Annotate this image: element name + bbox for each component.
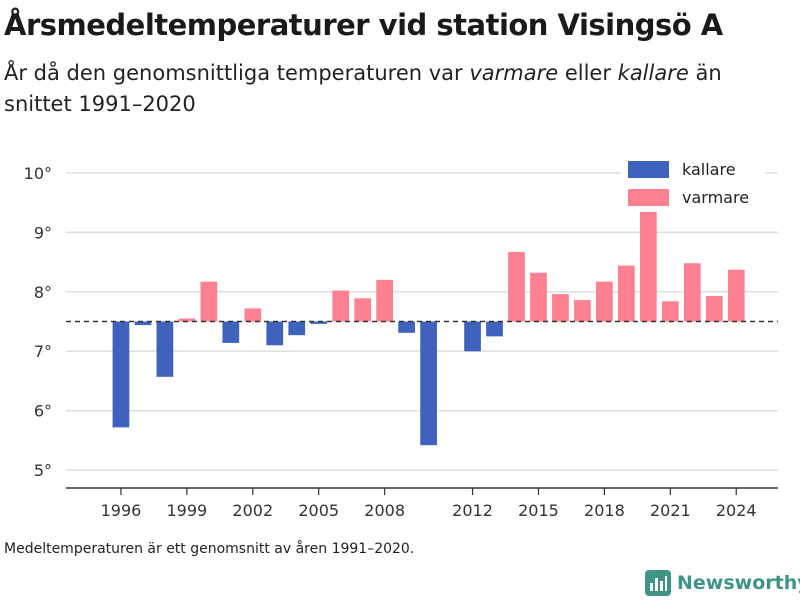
x-tick-label: 1999	[167, 501, 208, 520]
bar-varmare-2022	[683, 263, 701, 322]
bar-kallare-2009	[398, 321, 415, 333]
y-tick-labels: 5° 6° 7° 8° 9° 10°	[24, 164, 52, 480]
logo-text: Newsworthy	[677, 572, 800, 594]
x-axis: 1996 1999 2002 2005 2008 2012 2015 2018 2021 2024	[66, 487, 778, 520]
bar-varmare-2006	[332, 290, 350, 322]
subtitle-text-2: eller	[558, 61, 618, 85]
bar-varmare-2015	[530, 272, 547, 322]
bar-varmare-2021	[661, 301, 679, 322]
legend-swatch-varmare	[628, 188, 669, 206]
bar-varmare-2019	[618, 265, 635, 322]
bar-varmare-2016	[552, 294, 569, 322]
x-tick-label: 2018	[584, 501, 625, 520]
newsworthy-logo: Newsworthy	[645, 570, 800, 596]
bar-kallare-1997	[134, 321, 152, 326]
subtitle-cold-word: kallare	[617, 61, 689, 85]
bar-varmare-2002	[244, 308, 262, 322]
chart-title: Årsmedeltemperaturer vid station Visings…	[4, 8, 723, 42]
bar-chart-logo-icon	[645, 570, 671, 596]
legend: kallare varmare	[620, 155, 765, 212]
y-tick-label: 10°	[24, 164, 52, 183]
bar-varmare-2000	[200, 281, 218, 322]
legend-label-kallare: kallare	[682, 159, 736, 179]
bar-varmare-2023	[705, 295, 723, 322]
x-tick-label: 2021	[650, 501, 691, 520]
bar-varmare-2020	[639, 211, 657, 322]
subtitle-text-1: År då den genomsnittliga temperaturen va…	[4, 61, 470, 85]
bar-kallare-1996	[112, 321, 130, 428]
bar-varmare-2017	[574, 300, 591, 322]
x-tick-label: 2005	[298, 501, 339, 520]
bar-varmare-1999	[178, 318, 196, 322]
x-tick-label: 2002	[232, 501, 273, 520]
y-tick-label: 9°	[34, 223, 52, 242]
bar-varmare-2008	[376, 279, 393, 322]
legend-item-kallare: kallare	[628, 159, 736, 179]
y-tick-label: 7°	[34, 342, 52, 361]
bar-kallare-2013	[486, 321, 503, 337]
y-tick-label: 6°	[34, 402, 52, 421]
footnote: Medeltemperaturen är ett genomsnitt av å…	[4, 541, 415, 557]
legend-item-varmare: varmare	[628, 187, 749, 207]
bar-kallare-2005	[310, 321, 328, 324]
bars	[112, 211, 745, 446]
bar-varmare-2007	[354, 298, 372, 322]
bar-kallare-2012	[464, 321, 481, 352]
subtitle-warm-word: varmare	[469, 61, 559, 85]
bar-varmare-2024	[727, 269, 745, 322]
x-tick-label: 1996	[101, 501, 142, 520]
x-tick-label: 2012	[452, 501, 493, 520]
bar-kallare-2010	[420, 321, 437, 446]
x-tick-label: 2024	[716, 501, 757, 520]
x-tick-label: 2008	[364, 501, 405, 520]
chart-subtitle: År då den genomsnittliga temperaturen va…	[4, 58, 784, 120]
y-tick-label: 5°	[34, 461, 52, 480]
bar-kallare-2001	[222, 321, 240, 343]
x-tick-label: 2015	[518, 501, 559, 520]
subtitle-text-3: än snittet 1991–2020	[4, 61, 722, 116]
legend-label-varmare: varmare	[682, 187, 750, 207]
bar-kallare-2003	[266, 321, 284, 346]
bar-varmare-2014	[508, 251, 525, 322]
legend-swatch-kallare	[628, 160, 669, 178]
bar-kallare-1998	[156, 321, 174, 377]
y-tick-label: 8°	[34, 283, 52, 302]
grid-lines	[66, 172, 778, 471]
bar-varmare-2018	[596, 281, 613, 322]
bar-kallare-2004	[288, 321, 306, 336]
